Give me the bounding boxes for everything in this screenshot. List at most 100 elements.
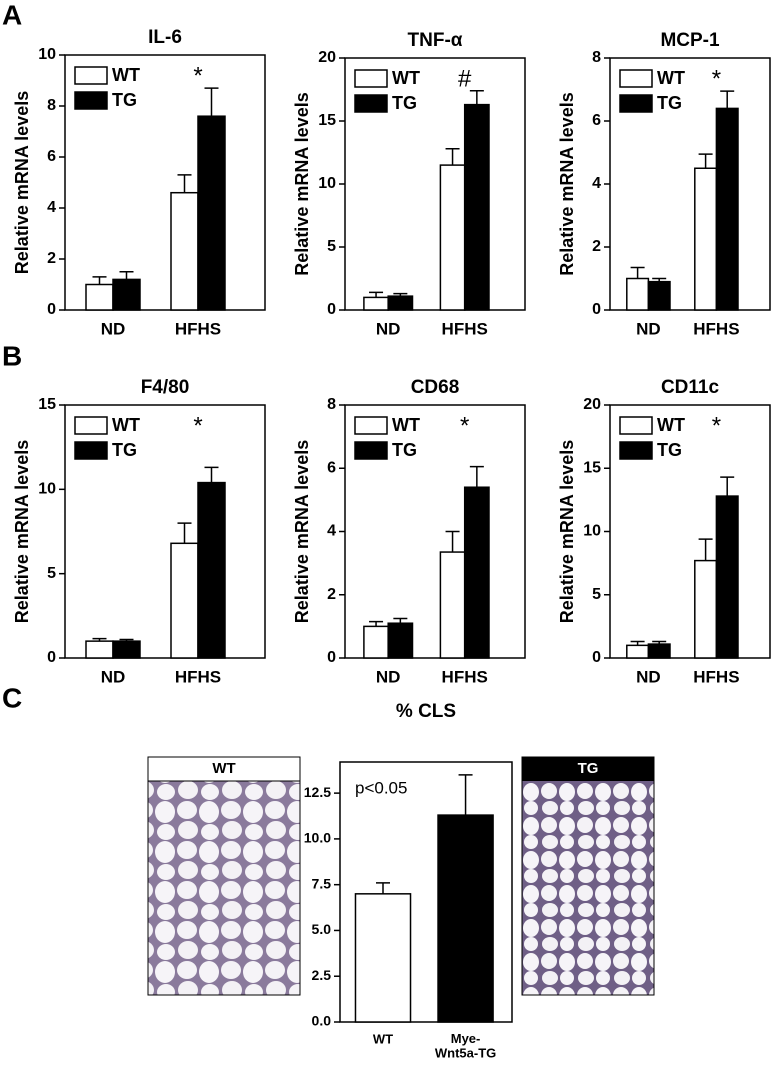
legend-label: WT <box>657 68 685 88</box>
y-tick-label: 10 <box>38 481 56 498</box>
error-bar <box>204 466 219 483</box>
y-tick-label: 10.0 <box>304 830 331 846</box>
y-tick-label: 0 <box>327 649 336 666</box>
panel-label: C <box>2 682 22 713</box>
y-tick-label: 4 <box>47 199 56 216</box>
y-tick-label: 6 <box>592 112 601 129</box>
x-tick-label: ND <box>101 319 126 338</box>
significance-marker: # <box>458 65 472 92</box>
legend-swatch <box>74 441 108 460</box>
x-tick-label: ND <box>636 667 661 686</box>
bar <box>170 542 199 659</box>
legend-swatch <box>354 94 388 113</box>
error-bar <box>204 87 219 117</box>
x-tick-label: ND <box>376 319 401 338</box>
legend-label: WT <box>112 65 140 85</box>
y-tick-label: 5 <box>47 565 56 582</box>
micrograph-header <box>522 757 654 781</box>
error-bar <box>92 276 107 285</box>
significance-marker: * <box>712 412 721 439</box>
bar <box>626 277 650 311</box>
bar <box>387 622 414 659</box>
error-bar <box>720 90 735 109</box>
y-tick-label: 2.5 <box>312 967 332 983</box>
error-bar <box>369 291 384 298</box>
legend-label: TG <box>392 93 417 113</box>
error-bar <box>177 174 192 193</box>
legend-swatch <box>619 69 653 88</box>
bar <box>463 103 490 311</box>
error-bar <box>177 522 192 544</box>
x-tick-label: HFHS <box>693 319 739 338</box>
chart-title: CD11c <box>661 377 720 398</box>
bar <box>437 814 494 1023</box>
legend-label: TG <box>112 440 137 460</box>
y-tick-label: 7.5 <box>312 875 332 891</box>
x-tick-label: ND <box>376 667 401 686</box>
chart-title: % CLS <box>396 701 456 722</box>
error-bar <box>698 153 713 169</box>
legend-label: WT <box>112 415 140 435</box>
error-bar <box>652 277 667 282</box>
x-tick-label: HFHS <box>175 319 221 338</box>
y-tick-label: 0 <box>327 301 336 318</box>
significance-marker: * <box>193 62 202 89</box>
y-tick-label: 12.5 <box>304 784 331 800</box>
y-tick-label: 0 <box>592 301 601 318</box>
micrograph-header <box>147 756 301 782</box>
error-bar <box>393 292 408 297</box>
error-bar <box>445 147 460 166</box>
y-tick-label: 2 <box>592 238 601 255</box>
error-bar <box>376 882 390 894</box>
y-tick-label: 5.0 <box>312 921 332 937</box>
legend-label: TG <box>392 440 417 460</box>
error-bar <box>119 638 134 642</box>
legend-label: WT <box>392 415 420 435</box>
x-tick-label: Mye-Wnt5a-TG <box>435 1031 496 1060</box>
legend-swatch <box>74 66 108 85</box>
y-tick-label: 0 <box>47 649 56 666</box>
legend-label: WT <box>657 415 685 435</box>
y-tick-label: 2 <box>327 586 336 603</box>
y-tick-label: 0 <box>592 649 601 666</box>
error-bar <box>720 476 735 497</box>
bar <box>439 551 466 659</box>
error-bar <box>630 640 645 646</box>
x-tick-label: ND <box>101 667 126 686</box>
y-tick-label: 0 <box>47 301 56 318</box>
legend-label: TG <box>657 440 682 460</box>
chart-title: CD68 <box>411 377 460 398</box>
y-tick-label: 2 <box>47 250 56 267</box>
chart-title: MCP-1 <box>660 30 720 51</box>
bar <box>715 495 739 659</box>
y-axis-label: Relative mRNA levels <box>12 440 32 623</box>
plot-frame <box>64 404 266 659</box>
y-tick-label: 8 <box>327 396 336 413</box>
bar <box>439 164 466 311</box>
y-axis-label: Relative mRNA levels <box>292 92 312 275</box>
y-tick-label: 20 <box>318 49 336 66</box>
x-tick-label: ND <box>636 319 661 338</box>
x-tick-label: WT <box>373 1031 393 1046</box>
bar <box>647 643 671 659</box>
bar <box>85 640 114 659</box>
bar <box>694 167 718 311</box>
error-bar <box>469 90 484 105</box>
x-tick-label: HFHS <box>442 667 488 686</box>
bar <box>387 295 414 311</box>
y-axis-label: Relative mRNA levels <box>12 91 32 274</box>
error-bar <box>698 538 713 561</box>
y-tick-label: 10 <box>38 46 56 63</box>
y-tick-label: 4 <box>592 175 601 192</box>
y-tick-label: 0.0 <box>312 1013 332 1029</box>
bar <box>463 486 490 659</box>
legend-swatch <box>619 416 653 435</box>
y-tick-label: 6 <box>327 459 336 476</box>
significance-marker: * <box>460 412 469 439</box>
bar <box>626 644 650 659</box>
micrograph <box>521 756 655 996</box>
legend-swatch <box>619 441 653 460</box>
error-bar <box>369 620 384 627</box>
legend-swatch <box>354 69 388 88</box>
